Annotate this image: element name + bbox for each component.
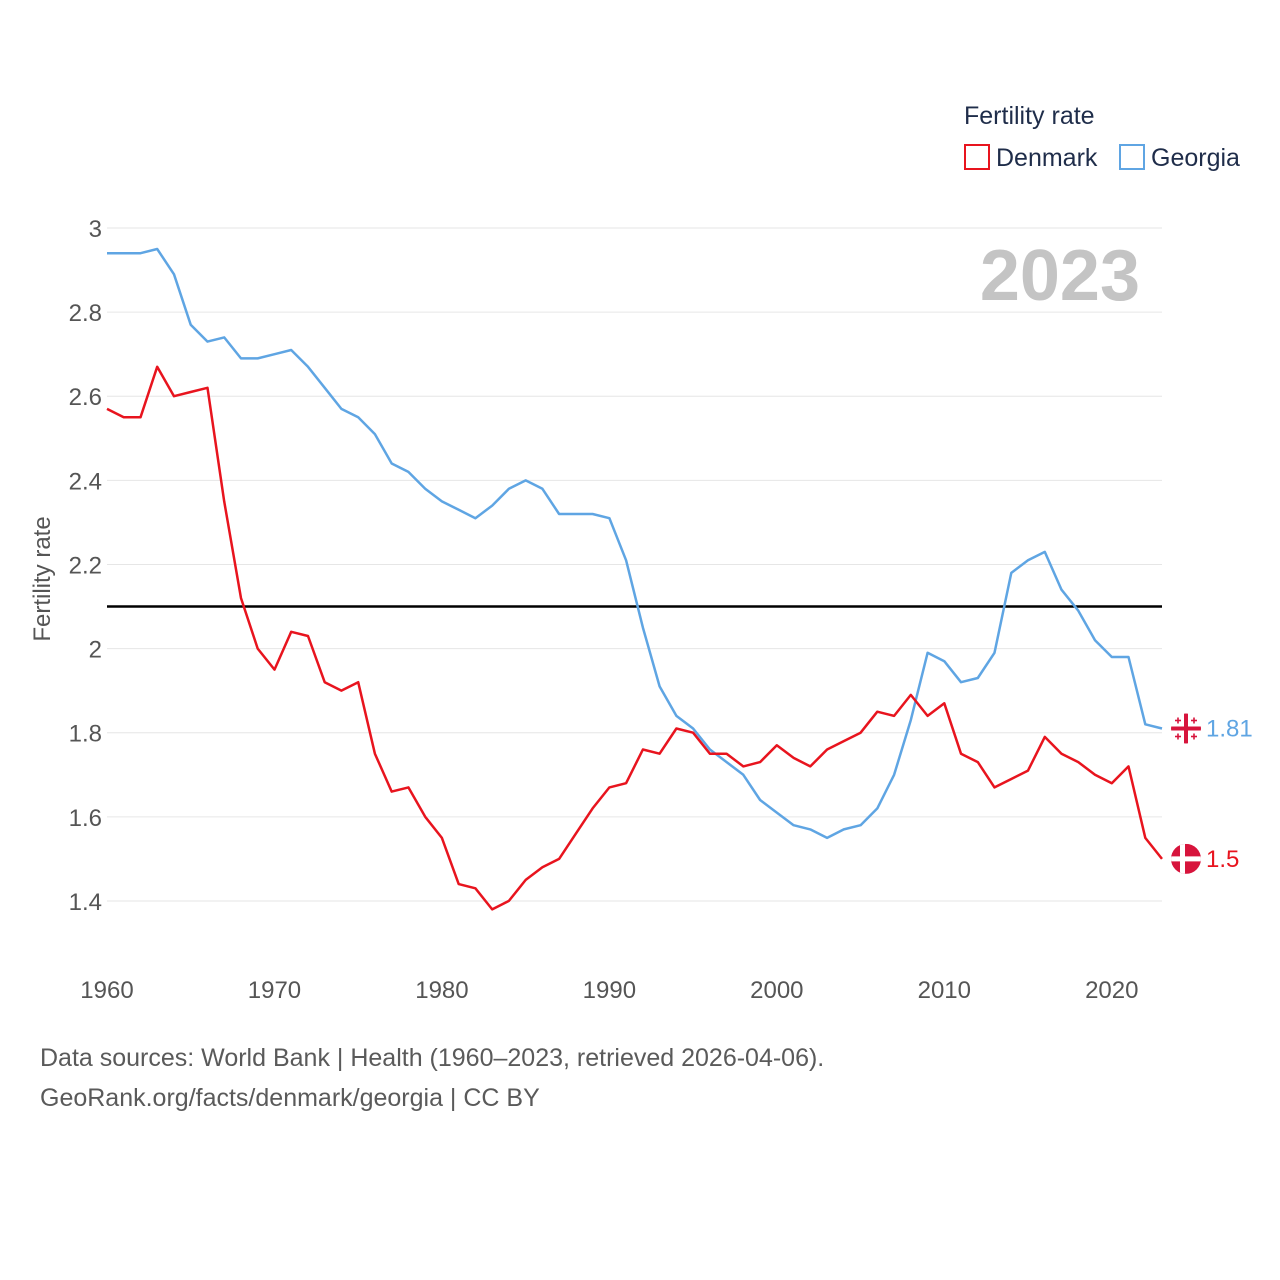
x-tick-label: 1990 (583, 977, 636, 1004)
footer-sources: Data sources: World Bank | Health (1960–… (40, 1044, 825, 1072)
series (106, 247, 1163, 911)
denmark-flag-icon (1171, 843, 1201, 874)
x-tick-label: 2010 (918, 977, 971, 1004)
x-tick-label: 1980 (415, 977, 468, 1004)
legend-swatch-denmark (964, 144, 990, 170)
series-line-denmark (106, 365, 1163, 911)
y-tick-label: 2.6 (69, 384, 102, 411)
y-axis-title: Fertility rate (29, 516, 56, 641)
end-label-denmark: 1.5 (1206, 846, 1239, 873)
legend-swatch-georgia (1119, 144, 1145, 170)
x-tick-label: 2000 (750, 977, 803, 1004)
series-line-georgia (107, 247, 1163, 840)
footer-attribution: GeoRank.org/facts/denmark/georgia | CC B… (40, 1084, 540, 1112)
y-axis-ticks: 3 2.8 2.6 2.4 2.2 2 1.8 1.6 1.4 (69, 216, 102, 916)
legend-label-georgia: Georgia (1151, 144, 1240, 172)
y-tick-label: 1.4 (69, 889, 102, 916)
x-axis-ticks: 1960 1970 1980 1990 2000 2010 2020 (80, 977, 1138, 1004)
legend-label-denmark: Denmark (996, 144, 1098, 172)
y-tick-label: 2.2 (69, 552, 102, 579)
end-label-georgia: 1.81 (1206, 716, 1253, 743)
y-tick-label: 3 (89, 216, 102, 243)
georgia-flag-icon (1171, 713, 1201, 744)
grid (107, 227, 1162, 902)
year-stamp: 2023 (980, 236, 1140, 316)
legend-title: Fertility rate (964, 102, 1095, 130)
x-tick-label: 1970 (248, 977, 301, 1004)
legend: Fertility rate Denmark Georgia (964, 102, 1240, 172)
y-tick-label: 2.4 (69, 468, 102, 495)
y-tick-label: 2 (89, 637, 102, 664)
y-tick-label: 1.8 (69, 721, 102, 748)
y-tick-label: 2.8 (69, 300, 102, 327)
y-tick-label: 1.6 (69, 805, 102, 832)
x-tick-label: 1960 (80, 977, 133, 1004)
x-tick-label: 2020 (1085, 977, 1138, 1004)
